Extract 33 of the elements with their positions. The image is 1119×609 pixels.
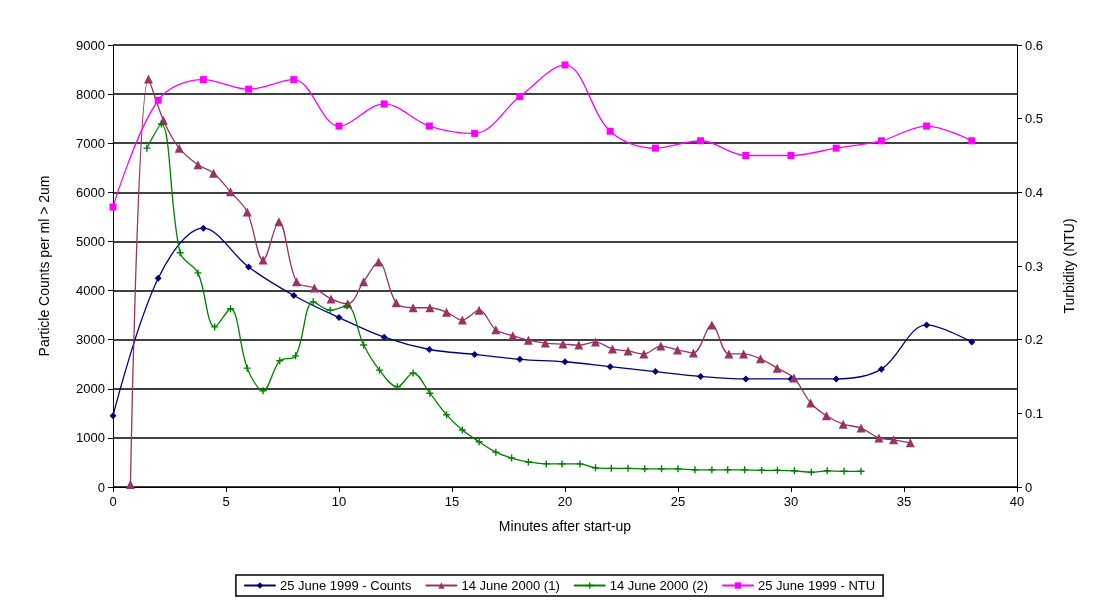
y-tick-label: 0 (97, 479, 105, 495)
y2-tick-label: 0 (1025, 479, 1033, 495)
x-tick-label: 10 (331, 494, 347, 509)
legend-label: 14 June 2000 (1) (461, 578, 560, 593)
x-axis-title: Minutes after start-up (498, 518, 632, 534)
x-tick-label: 20 (557, 494, 573, 509)
y-tick-label: 1000 (76, 430, 105, 446)
y2-tick-label: 0.2 (1025, 332, 1044, 348)
x-tick-label: 5 (222, 494, 230, 509)
x-tick-label: 35 (896, 494, 912, 509)
y-tick-label: 2000 (76, 381, 105, 397)
y2-axis-title: Turbidity (NTU) (1061, 218, 1077, 314)
y-tick-label: 4000 (76, 283, 105, 299)
y-tick-label: 6000 (76, 184, 105, 200)
y-tick-label: 8000 (76, 86, 105, 102)
legend-label: 25 June 1999 - Counts (279, 578, 412, 593)
y-tick-label: 9000 (76, 37, 105, 53)
y2-tick-label: 0.1 (1025, 405, 1044, 421)
y-tick-label: 7000 (76, 135, 105, 151)
y-tick-label: 5000 (76, 233, 105, 249)
y2-tick-label: 0.4 (1025, 184, 1044, 200)
y2-tick-label: 0.3 (1025, 258, 1044, 274)
x-tick-label: 30 (783, 494, 799, 509)
y2-tick-label: 0.5 (1025, 111, 1044, 127)
y-tick-label: 3000 (76, 332, 105, 348)
legend-label: 25 June 1999 - NTU (758, 578, 876, 593)
x-tick-label: 0 (109, 494, 117, 509)
x-tick-label: 25 (670, 494, 686, 509)
x-tick-label: 40 (1009, 494, 1025, 509)
y-axis-title: Particle Counts per ml > 2um (36, 175, 52, 357)
legend-label: 14 June 2000 (2) (609, 578, 709, 593)
y2-tick-label: 0.6 (1025, 37, 1044, 53)
x-tick-label: 15 (444, 494, 460, 509)
